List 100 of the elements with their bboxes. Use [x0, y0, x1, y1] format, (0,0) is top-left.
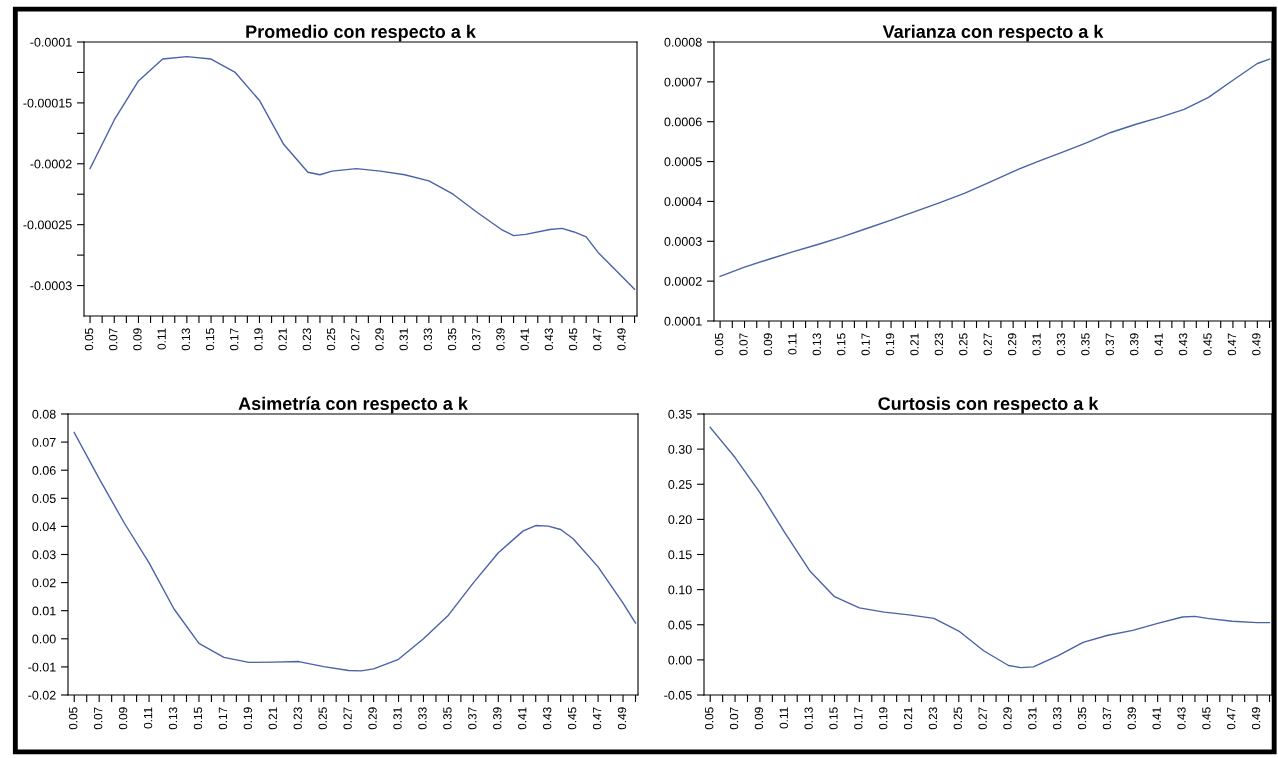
y-tick-label: 0.10 — [668, 585, 692, 595]
y-tick-label: 0.15 — [668, 550, 692, 560]
x-tick-label: 0.31 — [1028, 707, 1037, 730]
y-tick-label: -0.0003 — [30, 281, 72, 291]
x-tick-label: 0.25 — [959, 333, 968, 356]
chart-title: Promedio con respecto a k — [246, 24, 476, 42]
y-tick-label: 0.02 — [32, 578, 56, 588]
x-tick-label: 0.13 — [804, 707, 813, 730]
x-tick-label: 0.21 — [268, 707, 277, 730]
y-tick-label: 0.35 — [668, 409, 692, 419]
x-tick-label: 0.09 — [133, 328, 142, 351]
x-tick-label: 0.41 — [1152, 707, 1161, 730]
x-tick-label: 0.15 — [837, 333, 846, 356]
x-tick-label: 0.07 — [739, 333, 748, 356]
x-tick-label: 0.19 — [885, 333, 895, 356]
x-tick-label: 0.25 — [318, 707, 327, 730]
x-tick-label: 0.31 — [393, 707, 402, 730]
x-tick-label: 0.49 — [617, 707, 627, 730]
x-tick-label: 0.27 — [983, 333, 992, 356]
x-tick-label: 0.31 — [399, 328, 408, 351]
y-tick-label: 0.0005 — [664, 157, 702, 167]
x-tick-label: 0.15 — [193, 707, 203, 730]
x-tick-label: 0.19 — [879, 707, 888, 730]
x-tick-label: 0.39 — [1127, 707, 1136, 730]
x-tick-label: 0.19 — [243, 707, 253, 730]
x-tick-label: 0.23 — [928, 707, 938, 730]
x-tick-label: 0.43 — [1178, 333, 1188, 356]
y-tick-label: 0.00 — [32, 634, 56, 644]
x-tick-label: 0.33 — [1056, 333, 1066, 356]
x-tick-label: 0.17 — [854, 707, 863, 730]
chart-title: Varianza con respecto a k — [882, 24, 1104, 42]
x-tick-label: 0.41 — [518, 707, 527, 730]
x-tick-label: 0.45 — [567, 707, 577, 730]
x-tick-label: 0.47 — [1227, 333, 1237, 356]
x-tick-label: 0.29 — [375, 328, 384, 351]
x-tick-label: 0.37 — [1102, 707, 1112, 730]
x-tick-label: 0.15 — [829, 707, 838, 730]
x-tick-label: 0.45 — [1203, 333, 1212, 356]
x-tick-label: 0.17 — [218, 707, 228, 730]
x-tick-label: 0.47 — [592, 707, 602, 730]
x-tick-label: 0.05 — [84, 328, 94, 351]
x-tick-label: 0.45 — [568, 328, 578, 351]
y-tick-label: 0.07 — [32, 437, 56, 447]
x-tick-label: 0.41 — [1154, 333, 1163, 356]
y-tick-label: 0.00 — [668, 655, 692, 665]
line-series — [709, 426, 1271, 669]
x-tick-label: 0.25 — [326, 328, 336, 351]
x-tick-label: 0.11 — [143, 707, 153, 729]
x-tick-label: 0.11 — [779, 707, 788, 729]
x-tick-label: 0.05 — [714, 333, 724, 356]
y-tick-label: -0.00015 — [23, 98, 72, 108]
x-tick-label: 0.09 — [763, 333, 773, 356]
y-tick-label: 0.03 — [32, 550, 56, 560]
y-tick-label: 0.0004 — [664, 197, 702, 207]
x-tick-label: 0.11 — [157, 328, 166, 350]
x-tick-label: 0.17 — [230, 328, 239, 351]
y-tick-label: 0.0007 — [664, 77, 702, 87]
x-tick-label: 0.43 — [1177, 707, 1186, 730]
x-tick-label: 0.07 — [109, 328, 118, 351]
chart-title: Asimetría con respecto a k — [238, 396, 468, 414]
x-tick-label: 0.37 — [468, 707, 477, 730]
x-tick-label: 0.27 — [978, 707, 987, 730]
y-tick-label: 0.0008 — [664, 37, 702, 47]
x-tick-label: 0.21 — [910, 333, 919, 356]
x-tick-label: 0.29 — [368, 707, 377, 730]
y-tick-label: -0.01 — [28, 662, 56, 672]
y-tick-label: 0.06 — [32, 466, 56, 475]
x-tick-label: 0.31 — [1032, 333, 1041, 356]
x-tick-label: 0.19 — [254, 328, 263, 351]
x-tick-label: 0.35 — [1081, 333, 1090, 356]
x-tick-label: 0.09 — [118, 707, 128, 730]
x-tick-label: 0.37 — [472, 328, 481, 351]
y-tick-label: 0.01 — [32, 606, 56, 616]
y-tick-label: -0.05 — [664, 690, 692, 700]
chart-title: Curtosis con respecto a k — [878, 396, 1099, 414]
x-tick-label: 0.43 — [544, 328, 554, 351]
y-tick-label: -0.0002 — [30, 159, 72, 169]
y-tick-label: 0.05 — [668, 620, 692, 630]
line-series — [89, 55, 636, 290]
y-tick-label: -0.0001 — [30, 37, 72, 47]
x-tick-label: 0.47 — [1227, 707, 1236, 730]
x-tick-label: 0.49 — [1252, 333, 1261, 356]
x-tick-label: 0.29 — [1007, 333, 1017, 356]
x-tick-label: 0.21 — [903, 707, 913, 730]
y-tick-label: 0.04 — [32, 522, 56, 532]
x-tick-label: 0.09 — [754, 707, 764, 730]
x-tick-label: 0.23 — [302, 328, 312, 351]
line-series — [719, 58, 1271, 278]
x-tick-label: 0.47 — [593, 328, 602, 351]
y-tick-label: 0.25 — [668, 480, 692, 489]
x-tick-label: 0.43 — [543, 707, 552, 730]
x-tick-label: 0.13 — [168, 707, 178, 730]
x-tick-label: 0.07 — [93, 707, 103, 730]
y-tick-label: 0.0006 — [664, 117, 702, 127]
x-tick-label: 0.33 — [423, 328, 433, 351]
x-tick-label: 0.21 — [278, 328, 287, 351]
y-tick-label: 0.0002 — [664, 276, 702, 286]
x-tick-label: 0.23 — [934, 333, 944, 356]
x-tick-label: 0.45 — [1202, 707, 1211, 730]
y-tick-label: 0.08 — [32, 409, 56, 419]
